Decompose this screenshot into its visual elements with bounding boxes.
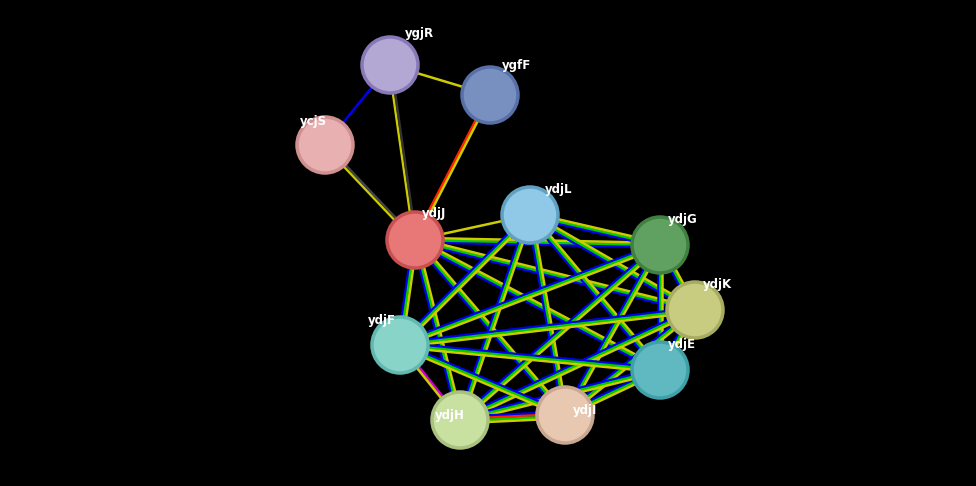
Circle shape xyxy=(502,187,558,243)
Text: ydjI: ydjI xyxy=(573,404,597,417)
Text: ygjR: ygjR xyxy=(405,27,434,40)
Circle shape xyxy=(432,392,488,448)
Text: ydjJ: ydjJ xyxy=(422,207,446,220)
Circle shape xyxy=(297,117,353,173)
Text: ydjG: ydjG xyxy=(668,213,698,226)
Circle shape xyxy=(632,217,688,273)
Text: ycjS: ycjS xyxy=(300,115,327,128)
Text: ydjH: ydjH xyxy=(435,409,465,422)
Circle shape xyxy=(387,212,443,268)
Circle shape xyxy=(462,67,518,123)
Text: ydjE: ydjE xyxy=(668,338,696,351)
Text: ydjK: ydjK xyxy=(703,278,732,291)
Circle shape xyxy=(362,37,418,93)
Circle shape xyxy=(667,282,723,338)
Text: ydjL: ydjL xyxy=(545,183,573,196)
Text: ygfF: ygfF xyxy=(502,59,531,72)
Circle shape xyxy=(372,317,428,373)
Circle shape xyxy=(537,387,593,443)
Text: ydjF: ydjF xyxy=(368,314,396,327)
Circle shape xyxy=(632,342,688,398)
